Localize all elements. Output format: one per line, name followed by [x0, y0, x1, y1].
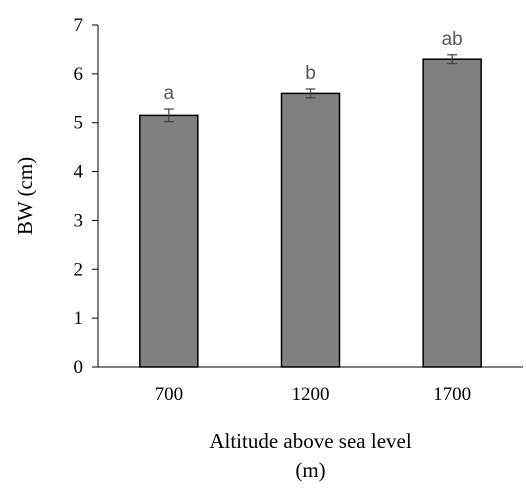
error-bars: [163, 54, 458, 123]
significance-label-1200: b: [305, 63, 316, 84]
x-tick-label: 700: [155, 384, 184, 405]
y-tick-label: 4: [74, 162, 84, 183]
x-axis-title-line1: Altitude above sea level: [209, 429, 412, 453]
y-tick-label: 3: [74, 210, 84, 231]
y-tick-label: 6: [74, 64, 84, 85]
y-tick-label: 1: [74, 308, 84, 329]
x-axis-ticks: 700 1200 1700: [155, 384, 472, 405]
x-axis-title-line2: (m): [295, 458, 325, 482]
y-tick-label: 2: [74, 259, 84, 280]
x-tick-label: 1200: [292, 384, 330, 405]
y-tick-label: 7: [74, 15, 84, 36]
y-axis-title: BW (cm): [13, 157, 37, 235]
bar-1200: [280, 92, 341, 368]
error-bar-1200: [305, 88, 316, 99]
y-tick-label: 5: [74, 113, 84, 134]
y-axis-ticks: 0 1 2 3 4 5 6 7: [74, 15, 98, 378]
error-bar-1700: [447, 54, 458, 65]
significance-label-1700: ab: [442, 29, 463, 50]
y-tick-label: 0: [74, 357, 84, 378]
bar-1700: [422, 58, 482, 368]
bars: [139, 58, 482, 368]
bar-700: [139, 114, 199, 368]
x-tick-label: 1700: [433, 384, 471, 405]
significance-label-700: a: [164, 83, 175, 104]
error-bar-700: [163, 108, 174, 123]
